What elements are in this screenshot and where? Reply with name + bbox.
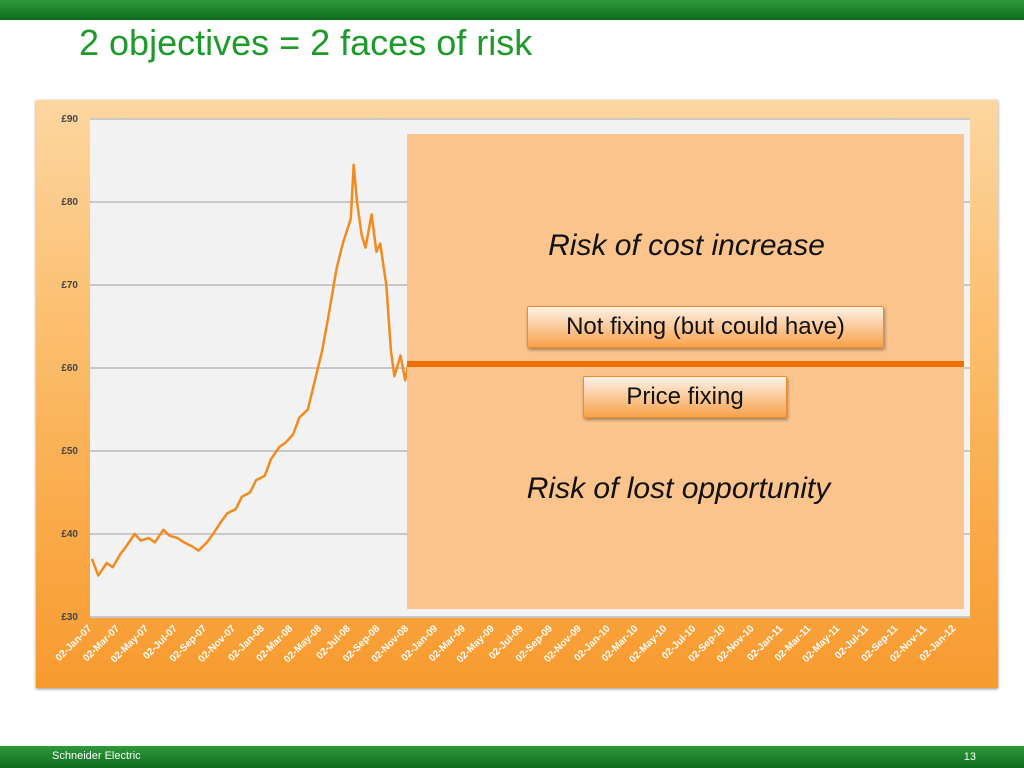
risk-overlay-panel: Risk of cost increase Not fixing (but co…: [407, 134, 964, 609]
y-tick-label: £60: [61, 363, 78, 374]
risk-cost-increase-text: Risk of cost increase: [548, 229, 825, 262]
footer-company-name: Schneider Electric: [52, 750, 141, 762]
chart-frame: £30 £40 £50 £60 £70 £80 £90 02-Jan-07 02-Mar-07…: [36, 100, 998, 688]
y-tick-label: £70: [61, 280, 78, 291]
footer-bar: Schneider Electric 13: [0, 746, 1024, 768]
fixed-price-level-line: [407, 360, 964, 367]
price-series-line: [90, 163, 425, 577]
slide-title: 2 objectives = 2 faces of risk: [79, 22, 533, 63]
y-tick-label: £30: [61, 612, 78, 623]
top-header-bar: [0, 0, 1024, 20]
y-tick-label: £90: [61, 114, 78, 125]
y-tick-label: £50: [61, 446, 78, 457]
y-tick-label: £40: [61, 529, 78, 540]
not-fixing-button[interactable]: Not fixing (but could have): [527, 306, 884, 348]
y-tick-label: £80: [61, 197, 78, 208]
price-fixing-button[interactable]: Price fixing: [583, 376, 787, 418]
risk-lost-opportunity-text: Risk of lost opportunity: [526, 472, 831, 505]
page-number: 13: [963, 751, 976, 763]
